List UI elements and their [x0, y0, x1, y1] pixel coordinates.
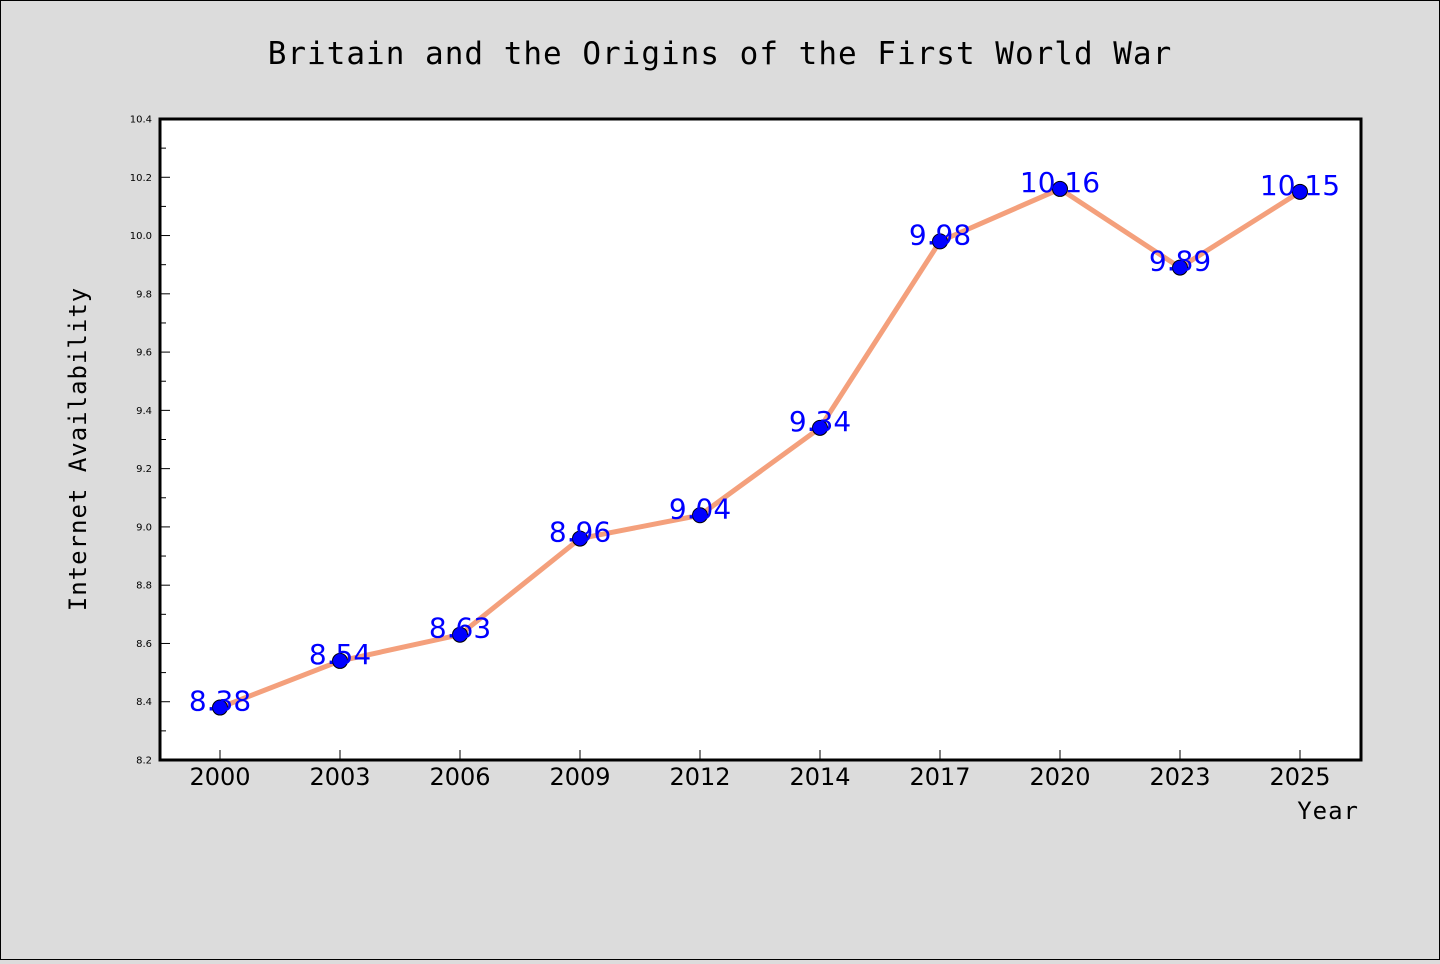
data-point-marker: [452, 626, 468, 643]
data-point-marker: [1172, 259, 1188, 276]
data-point-marker: [692, 507, 708, 524]
data-point-marker: [332, 652, 348, 669]
y-tick-label: 10.4: [130, 115, 152, 126]
data-point-marker: [932, 233, 948, 250]
series-layer: 8.38 8.54 8.63 8.96 9.04 9.34 9.98 10.16 9.89 10.…: [189, 166, 1340, 718]
data-point-marker: [1292, 183, 1308, 200]
data-point-marker: [1052, 180, 1068, 197]
x-tick-label: 2003: [309, 763, 370, 791]
data-label: 8.54: [309, 638, 371, 671]
data-point-marker: [212, 699, 228, 716]
data-label: 8.63: [429, 612, 491, 645]
y-tick-label: 9.2: [136, 464, 152, 475]
y-tick-label: 8.4: [136, 697, 152, 708]
y-tick-label: 9.4: [136, 406, 152, 417]
data-point-marker: [572, 530, 588, 547]
x-tick-label: 2020: [1029, 763, 1090, 791]
data-label: 9.34: [789, 405, 851, 438]
data-label: 9.89: [1149, 245, 1211, 278]
x-tick-label: 2009: [549, 763, 610, 791]
y-tick-label: 9.8: [136, 289, 152, 300]
data-label: 9.04: [669, 492, 731, 525]
x-tick-label: 2006: [429, 763, 490, 791]
data-label: 8.96: [549, 516, 611, 549]
data-label: 8.38: [189, 685, 251, 718]
series-line: [217, 186, 1303, 711]
data-point-marker: [812, 419, 828, 436]
x-axis-label: Year: [1297, 797, 1359, 825]
y-axis-label: Internet Availability: [64, 287, 92, 611]
x-tick-label: 2023: [1149, 763, 1210, 791]
chart-title: Britain and the Origins of the First Wor…: [268, 36, 1173, 72]
y-tick-label: 8.8: [136, 581, 152, 592]
x-tick-label: 2017: [909, 763, 970, 791]
data-label: 9.98: [909, 218, 971, 251]
y-tick-label: 9.6: [136, 348, 152, 359]
x-axis: 2000 2003 2006 2009 2012 2014 2017 2020 2023 2025: [189, 750, 1331, 791]
y-axis: 8.2 8.4 8.6 8.8 9.0 9.2 9.4 9.6 9.8 10.0 10.2 10.4: [130, 115, 170, 767]
x-tick-label: 2014: [789, 763, 850, 791]
data-label: 10.15: [1260, 169, 1340, 202]
x-tick-label: 2000: [189, 763, 250, 791]
y-tick-label: 9.0: [136, 522, 152, 533]
y-tick-label: 8.6: [136, 639, 152, 650]
plot-area: [160, 119, 1361, 760]
plot-frame: [158, 117, 1363, 762]
x-tick-label: 2012: [669, 763, 730, 791]
data-label: 10.16: [1020, 166, 1100, 199]
y-tick-label: 10.2: [130, 173, 152, 184]
y-tick-label: 10.0: [130, 231, 152, 242]
x-tick-label: 2025: [1269, 763, 1330, 791]
y-tick-label: 8.2: [136, 756, 152, 767]
